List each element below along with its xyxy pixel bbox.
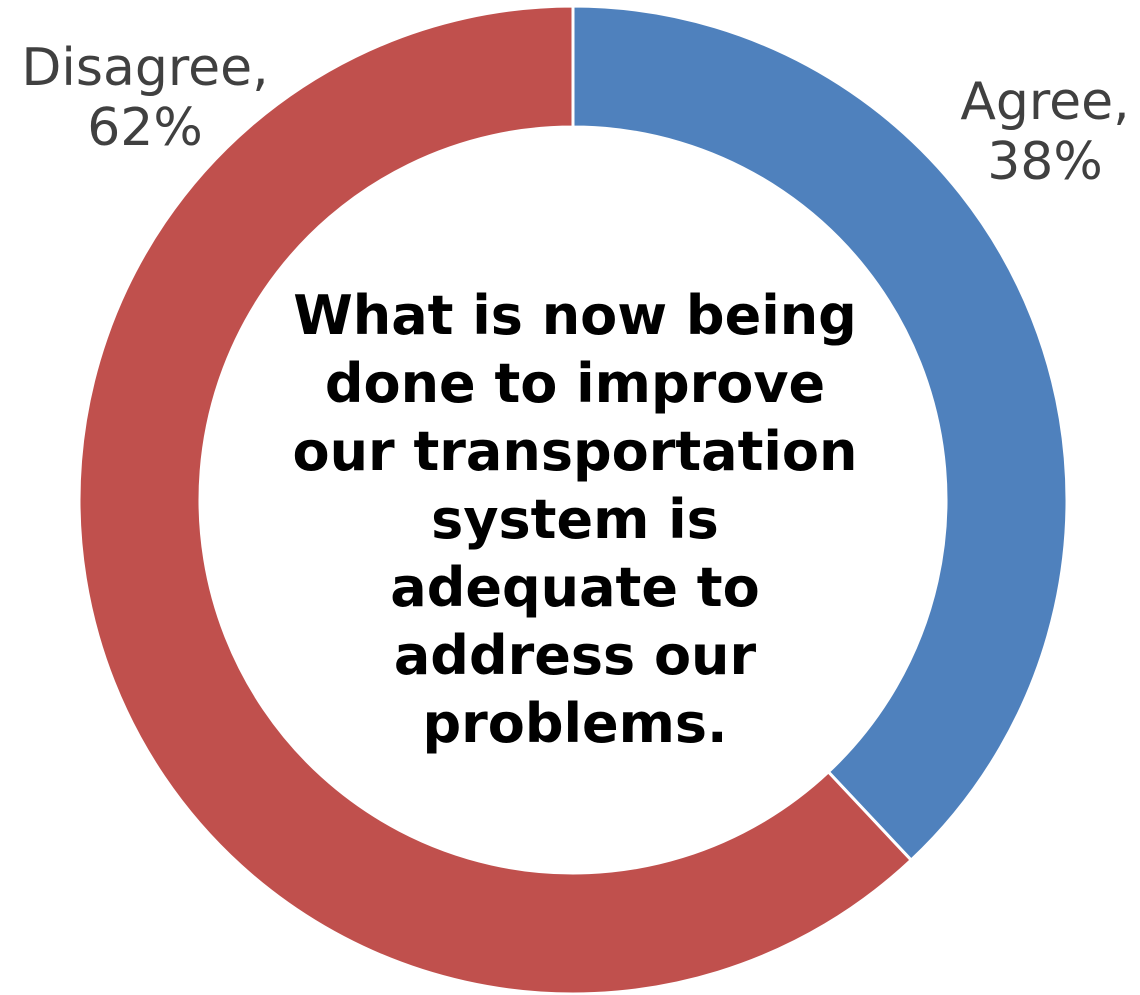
chart-title: What is now being done to improve our tr…: [292, 284, 858, 755]
data-label-disagree: Disagree, 62%: [0, 38, 290, 158]
data-label-agree-name: Agree,: [960, 72, 1130, 132]
data-label-disagree-value: 62%: [87, 98, 203, 158]
data-label-agree: Agree, 38%: [945, 72, 1140, 192]
donut-slices: [77, 4, 1069, 995]
data-label-agree-value: 38%: [987, 132, 1103, 192]
data-label-disagree-name: Disagree,: [21, 38, 269, 98]
donut-slice-agree: [571, 4, 1069, 863]
donut-slice-disagree: [77, 4, 914, 995]
